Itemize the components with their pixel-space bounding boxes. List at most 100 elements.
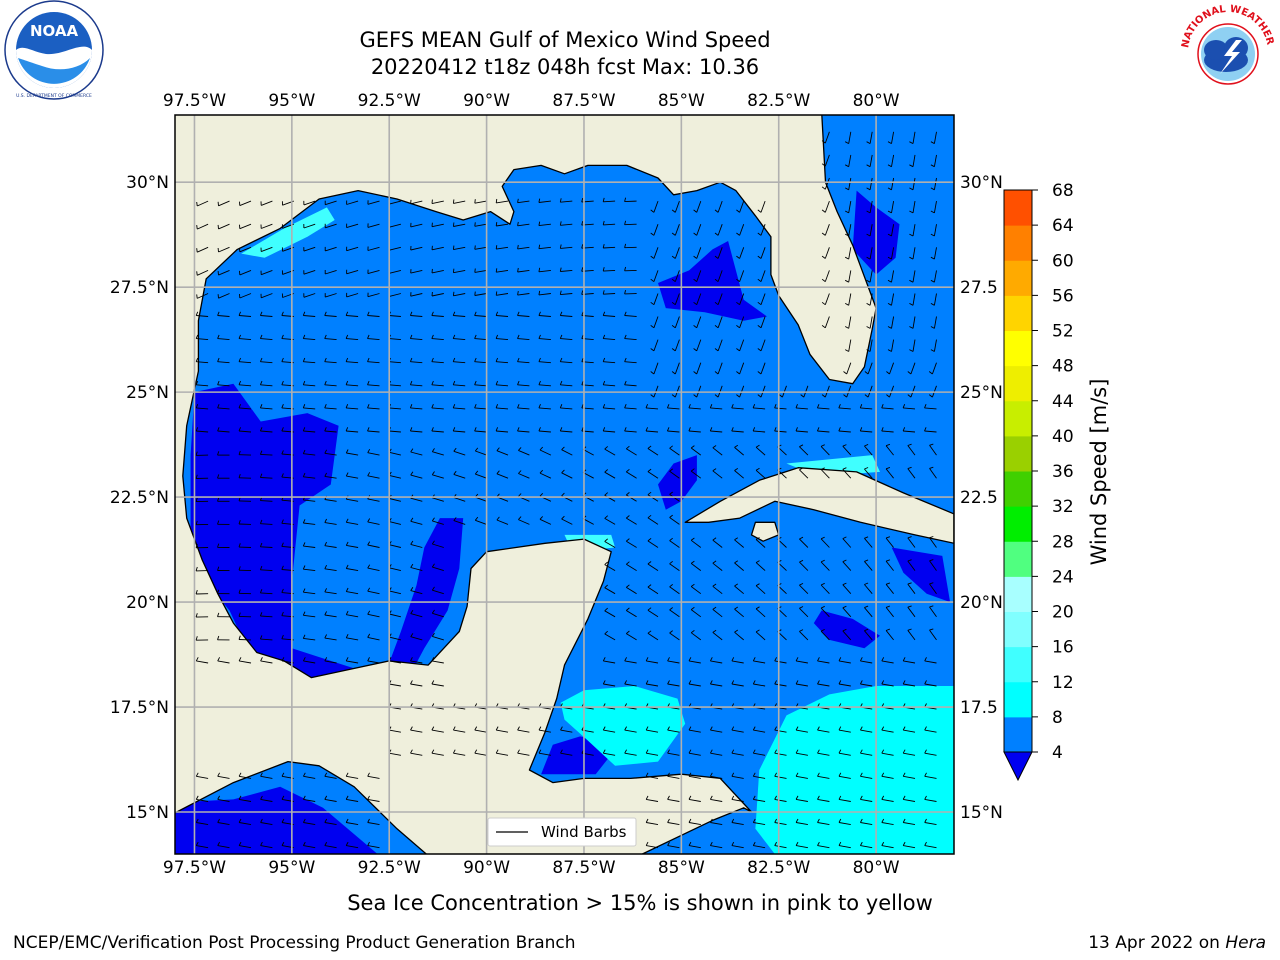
wind-barb [195, 334, 209, 341]
wind-barb [667, 657, 680, 664]
wind-barb [929, 443, 937, 456]
lon-tick-label: 90°W [463, 858, 510, 878]
wind-barb [345, 657, 359, 664]
wind-barb [881, 818, 894, 826]
wind-barb [217, 427, 230, 433]
wind-barb [907, 559, 916, 571]
wind-barb [887, 177, 895, 191]
wind-barb [259, 311, 273, 317]
wind-barb [474, 470, 487, 479]
wind-barb [650, 316, 659, 329]
wind-barb [752, 404, 766, 410]
wind-barb [842, 467, 852, 479]
wind-barb [907, 536, 916, 548]
wind-barb [774, 772, 787, 779]
high-wind-car-west [560, 686, 686, 766]
wind-barb [367, 404, 380, 410]
wind-barb [909, 131, 916, 144]
wind-barb [452, 245, 466, 251]
wind-barb [650, 200, 659, 213]
wind-barb [902, 749, 916, 756]
wind-barb [324, 518, 337, 525]
wind-barbs-legend: Wind Barbs [487, 817, 637, 847]
wind-barb [517, 244, 530, 250]
wind-barb [881, 657, 894, 664]
wind-barb [881, 772, 894, 779]
wind-barb [755, 583, 766, 595]
wind-barb [367, 223, 380, 228]
lat-tick-label-right: 27.5 [960, 278, 998, 298]
wind-barb [624, 726, 637, 733]
footer-date: 13 Apr 2022 on [1088, 933, 1226, 953]
wind-barb [324, 564, 337, 572]
wind-barb [453, 470, 466, 479]
wind-barb [431, 563, 444, 572]
wind-barb [259, 473, 273, 479]
lon-tick-label: 85°W [658, 858, 705, 878]
wind-barb [626, 492, 637, 502]
wind-barb [345, 772, 359, 779]
wind-barb [688, 427, 701, 433]
wind-barb [909, 293, 916, 306]
wind-barb [259, 635, 273, 641]
wind-barb [538, 311, 551, 317]
wind-barb [538, 244, 551, 250]
wind-barb [474, 447, 487, 456]
wind-barb [752, 795, 766, 802]
wind-barb [757, 316, 766, 329]
wind-barb [367, 587, 380, 595]
wind-barb [410, 448, 423, 456]
wind-barb [195, 795, 209, 802]
wind-barb [602, 243, 616, 249]
wind-barb [410, 563, 423, 572]
wind-barb [645, 657, 659, 664]
wind-barb [367, 269, 380, 275]
wind-barb [217, 380, 230, 387]
colorbar-segment [1004, 576, 1032, 613]
wind-barb [907, 443, 916, 456]
wind-barb [517, 311, 530, 317]
wind-barb [757, 293, 766, 306]
wind-barb [799, 536, 809, 548]
wind-barb [866, 224, 873, 237]
wind-barb [303, 200, 316, 206]
wind-barb [887, 247, 895, 260]
wind-barb [195, 613, 209, 618]
lat-tick-label-left: 25°N [126, 383, 169, 403]
wind-barb [626, 538, 637, 548]
wind-barb [324, 269, 337, 275]
wind-barb [602, 334, 616, 341]
wind-barb [367, 772, 380, 779]
wind-barb [902, 726, 916, 733]
wind-barb [259, 589, 273, 595]
wind-barb [346, 246, 359, 252]
wind-barb [496, 470, 509, 479]
wind-barb [431, 632, 444, 641]
wind-barb [495, 749, 509, 756]
wind-barb [367, 633, 380, 641]
lon-tick-label: 87.5°W [552, 858, 615, 878]
wind-barb [881, 680, 894, 687]
wind-barb [260, 293, 273, 299]
wind-barb [345, 357, 359, 364]
wind-barb [624, 311, 637, 317]
title-line-1: GEFS MEAN Gulf of Mexico Wind Speed [359, 28, 771, 52]
footer-host: Hera [1225, 933, 1266, 953]
wind-barb [881, 404, 894, 410]
wind-barb [714, 200, 723, 213]
wind-barb [671, 224, 680, 236]
wind-barb [217, 451, 230, 456]
wind-barb [821, 293, 830, 306]
lon-tick-label: 92.5°W [358, 91, 421, 111]
lon-tick-label: 82.5°W [747, 91, 810, 111]
lat-tick-label-right: 20°N [960, 593, 1003, 613]
wind-barb [238, 357, 252, 364]
wind-barb [409, 357, 423, 364]
wind-barb [930, 293, 937, 306]
wind-barb [559, 198, 573, 203]
colorbar-tick-label: 20 [1052, 603, 1074, 623]
wind-barb [929, 605, 937, 618]
wind-barb [431, 540, 444, 548]
colorbar-tick-label: 56 [1052, 286, 1074, 306]
lon-tick-label: 82.5°W [747, 858, 810, 878]
